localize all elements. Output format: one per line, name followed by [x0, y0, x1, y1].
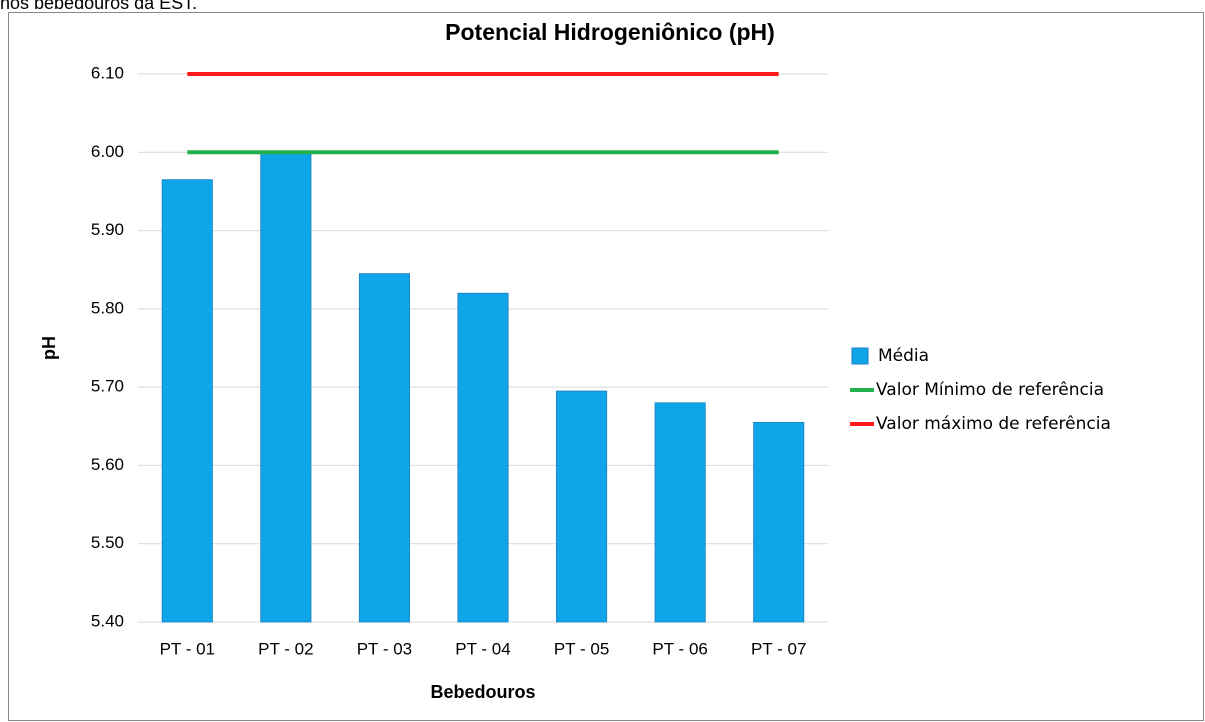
legend-label: Média	[878, 346, 929, 366]
x-tick-label: PT - 07	[751, 639, 806, 658]
y-tick-label: 5.40	[91, 611, 124, 630]
y-axis-title: pH	[39, 336, 59, 360]
y-tick-label: 5.80	[91, 298, 124, 317]
y-tick-label: 6.00	[91, 142, 124, 161]
chart-title: Potencial Hidrogeniônico (pH)	[445, 19, 775, 45]
bar	[161, 179, 213, 623]
bar	[260, 151, 312, 623]
x-tick-label: PT - 06	[652, 639, 707, 658]
x-axis-title: Bebedouros	[430, 682, 535, 702]
bar	[753, 421, 805, 623]
bar	[457, 292, 509, 623]
x-tick-label: PT - 01	[160, 639, 215, 658]
y-tick-label: 5.60	[91, 455, 124, 474]
legend-label: Valor Mínimo de referência	[876, 380, 1104, 400]
y-tick-label: 6.10	[91, 63, 124, 82]
bar	[654, 402, 706, 623]
y-tick-label: 5.90	[91, 220, 124, 239]
legend-label: Valor máximo de referência	[876, 414, 1111, 434]
x-tick-label: PT - 03	[357, 639, 412, 658]
x-tick-label: PT - 04	[455, 639, 510, 658]
x-tick-label: PT - 05	[554, 639, 609, 658]
legend-swatch	[851, 347, 869, 365]
x-tick-label: PT - 02	[258, 639, 313, 658]
y-tick-label: 5.50	[91, 533, 124, 552]
caption: nos bebedouros da EST.	[0, 0, 197, 13]
y-tick-label: 5.70	[91, 377, 124, 396]
bar	[358, 273, 410, 623]
bar	[556, 390, 608, 623]
